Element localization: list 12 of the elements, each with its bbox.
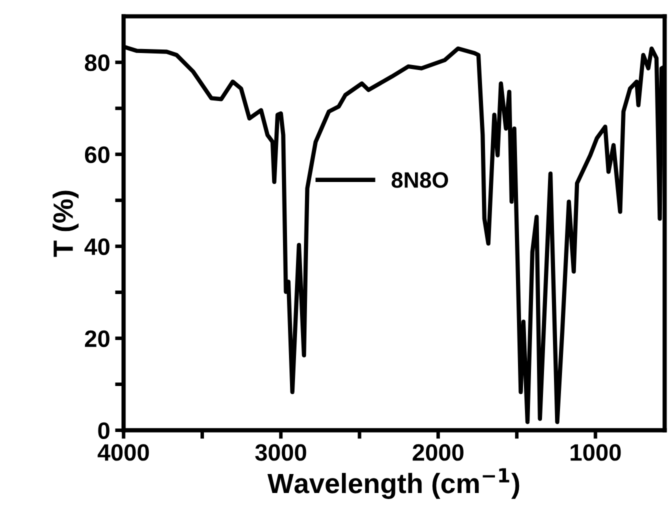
- y-tick-label: 20: [84, 330, 110, 348]
- y-tick-label: 0: [98, 422, 110, 440]
- x-tick-label: 1000: [570, 444, 621, 461]
- x-tick-label: 4000: [98, 444, 149, 461]
- y-tick-label: 40: [84, 238, 110, 256]
- x-tick-label: 2000: [412, 444, 464, 461]
- x-axis-title: Wavelength (cm$^{−1}$): [267, 468, 520, 499]
- x-tick-label: 3000: [255, 444, 306, 461]
- y-tick-label: 60: [84, 146, 110, 164]
- y-axis-title: T (%): [52, 190, 79, 257]
- legend-label: 8N8O: [392, 172, 448, 188]
- y-tick-label: 80: [84, 54, 110, 72]
